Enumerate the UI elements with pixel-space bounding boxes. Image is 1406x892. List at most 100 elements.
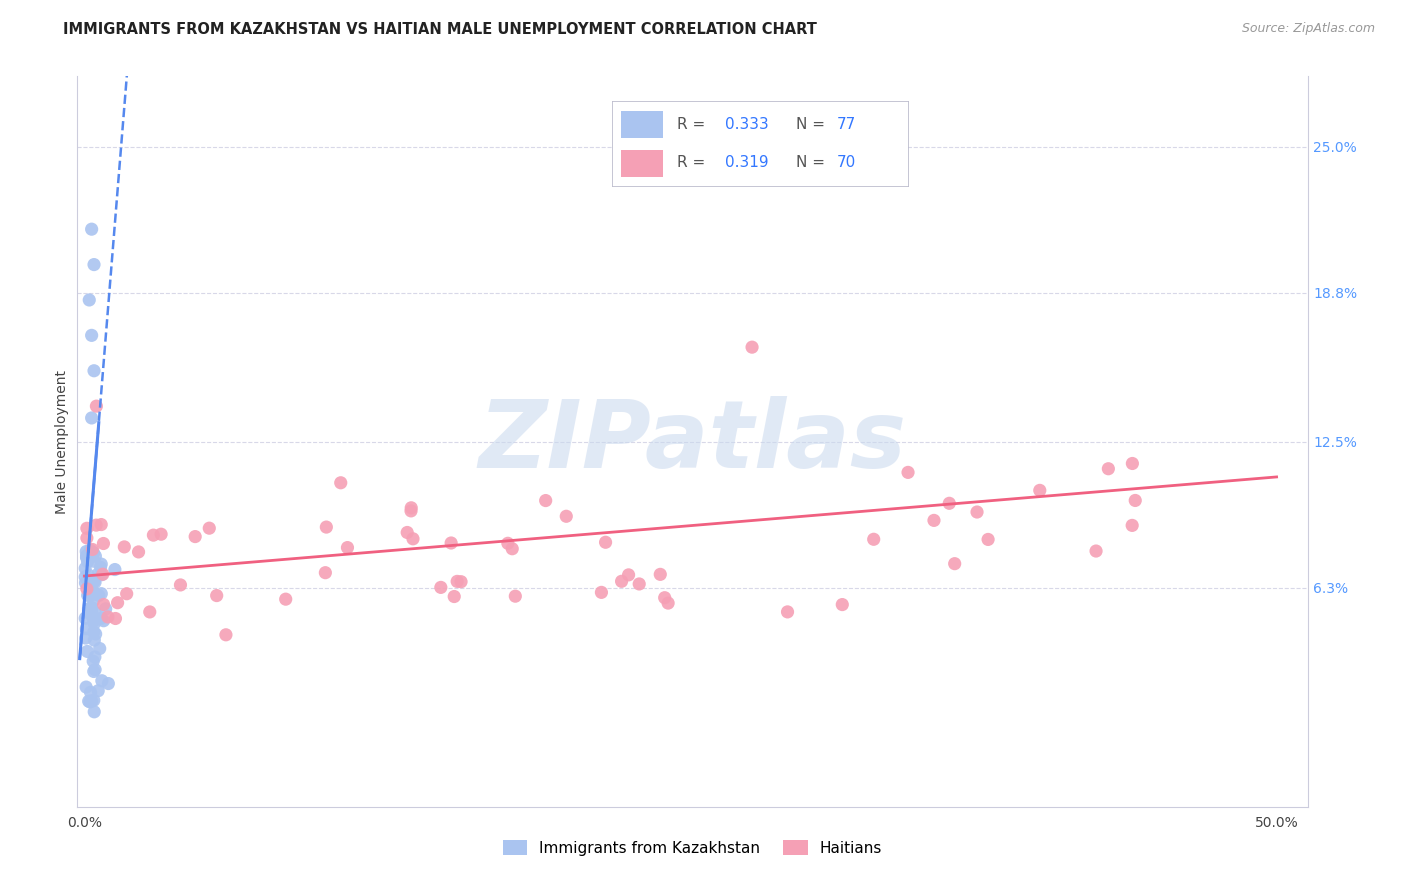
Point	[97, 610, 120, 624]
Point	[83, 633, 105, 648]
Point	[77, 568, 100, 582]
Point	[966, 505, 988, 519]
Point	[93, 614, 115, 628]
Point	[86, 612, 108, 626]
Point	[83, 616, 105, 631]
Point	[150, 527, 173, 541]
Point	[84, 663, 107, 677]
Text: IMMIGRANTS FROM KAZAKHSTAN VS HAITIAN MALE UNEMPLOYMENT CORRELATION CHART: IMMIGRANTS FROM KAZAKHSTAN VS HAITIAN MA…	[63, 22, 817, 37]
Point	[430, 581, 453, 595]
Point	[169, 578, 191, 592]
Point	[75, 544, 97, 558]
Point	[82, 586, 104, 600]
Point	[657, 596, 679, 610]
Point	[90, 557, 112, 571]
Point	[84, 575, 107, 590]
Point	[443, 590, 465, 604]
Point	[82, 654, 104, 668]
Point	[87, 588, 110, 602]
Point	[128, 545, 150, 559]
Point	[1085, 544, 1108, 558]
Point	[617, 567, 640, 582]
Point	[77, 601, 100, 615]
Point	[1121, 457, 1143, 471]
Point	[496, 536, 519, 550]
Point	[83, 650, 105, 665]
Point	[215, 628, 238, 642]
Point	[555, 509, 578, 524]
Point	[83, 665, 105, 679]
Point	[274, 592, 297, 607]
Point	[86, 399, 108, 413]
Point	[83, 705, 105, 719]
Point	[93, 536, 115, 550]
Point	[90, 560, 112, 574]
Point	[107, 596, 129, 610]
Point	[396, 525, 419, 540]
Point	[93, 598, 115, 612]
Point	[82, 545, 104, 559]
Point	[76, 588, 98, 602]
Point	[628, 577, 651, 591]
Point	[862, 533, 884, 547]
Point	[104, 611, 127, 625]
Point	[402, 532, 425, 546]
Point	[76, 521, 98, 535]
Point	[446, 574, 468, 589]
Point	[91, 567, 114, 582]
Point	[139, 605, 162, 619]
Point	[82, 542, 104, 557]
Text: ZIPatlas: ZIPatlas	[478, 395, 907, 488]
Point	[82, 588, 104, 602]
Point	[89, 641, 111, 656]
Point	[83, 574, 105, 588]
Point	[595, 535, 617, 549]
Point	[77, 588, 100, 602]
Point	[83, 546, 105, 560]
Point	[80, 600, 103, 615]
Point	[76, 582, 98, 596]
Point	[79, 580, 101, 594]
Point	[83, 624, 105, 639]
Point	[77, 694, 100, 708]
Point	[943, 557, 966, 571]
Point	[75, 611, 97, 625]
Point	[977, 533, 1000, 547]
Point	[1029, 483, 1052, 498]
Point	[115, 587, 138, 601]
Text: Source: ZipAtlas.com: Source: ZipAtlas.com	[1241, 22, 1375, 36]
Point	[80, 694, 103, 708]
Point	[505, 589, 527, 603]
Point	[897, 466, 920, 480]
Point	[94, 602, 117, 616]
Point	[79, 685, 101, 699]
Point	[90, 517, 112, 532]
Point	[112, 540, 135, 554]
Point	[75, 680, 97, 694]
Point	[75, 570, 97, 584]
Point	[84, 627, 107, 641]
Point	[534, 493, 557, 508]
Point	[84, 518, 107, 533]
Point	[82, 584, 104, 599]
Point	[83, 574, 105, 588]
Point	[198, 521, 221, 535]
Point	[77, 551, 100, 566]
Point	[1121, 518, 1143, 533]
Point	[83, 614, 105, 628]
Point	[76, 549, 98, 563]
Point	[205, 589, 228, 603]
Point	[97, 676, 120, 690]
Point	[75, 561, 97, 575]
Point	[1097, 461, 1119, 475]
Point	[591, 585, 613, 599]
Point	[399, 504, 422, 518]
Point	[938, 496, 960, 510]
Point	[315, 520, 337, 534]
Point	[77, 293, 100, 307]
Point	[79, 543, 101, 558]
Point	[80, 222, 103, 236]
Point	[336, 541, 359, 555]
Point	[79, 607, 101, 622]
Point	[83, 258, 105, 272]
